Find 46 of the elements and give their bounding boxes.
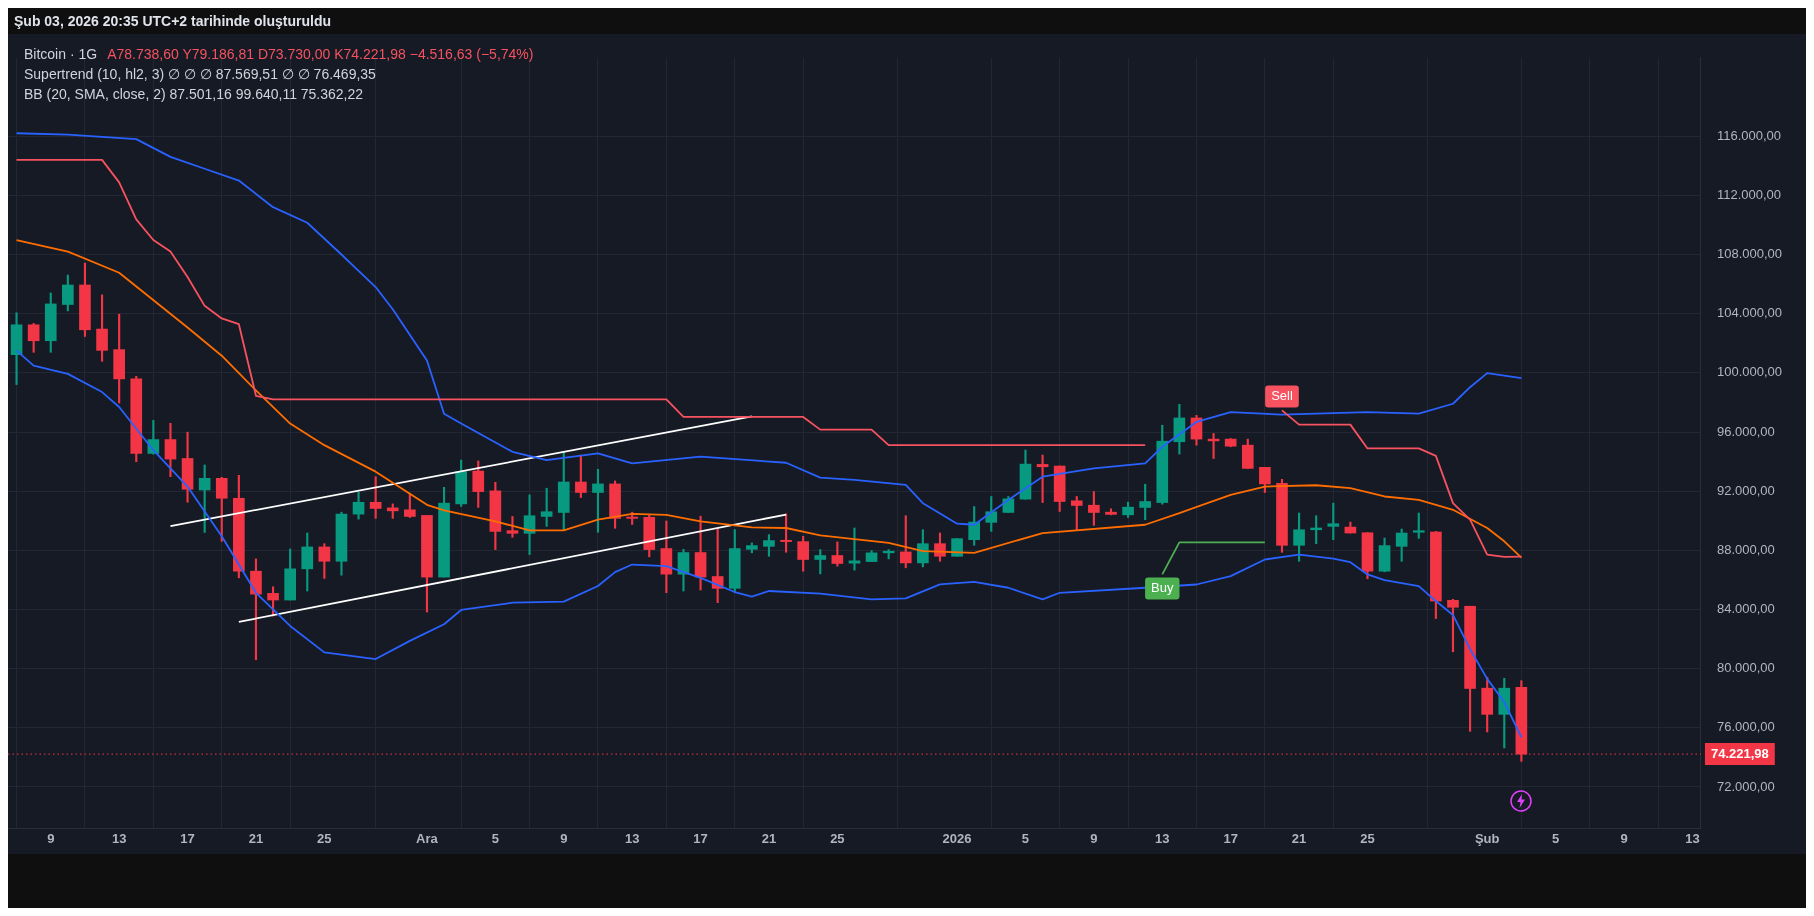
- y-tick-label: 112.000,00: [1716, 186, 1782, 202]
- y-tick-label: 72.000,00: [1716, 778, 1775, 794]
- annotation: Buy: [1151, 580, 1174, 596]
- x-tick-label: 17: [180, 830, 195, 846]
- y-tick-label: 84.000,00: [1716, 601, 1775, 617]
- x-tick-label: 25: [1360, 830, 1375, 846]
- x-tick-label: 21: [1291, 830, 1307, 846]
- y-tick-label: 88.000,00: [1716, 541, 1775, 557]
- annotation: A78.738,60 Y79.186,81 D73.730,00 K74.221,98 −4.516,63 (−5,74%): [107, 46, 534, 62]
- x-tick-label: 9: [47, 830, 55, 846]
- annotation: BB (20, SMA, close, 2) 87.501,16 99.640,11 75.362,22: [24, 85, 365, 104]
- y-tick-label: 100.000,00: [1716, 364, 1783, 380]
- y-tick-label: 96.000,00: [1716, 423, 1775, 439]
- chart-subtitle: Şub 03, 2026 20:35 UTC+2 tarihinde oluşturuldu: [13, 12, 333, 31]
- y-tick-label: 116.000,00: [1716, 127, 1782, 143]
- candlestick: [506, 516, 519, 538]
- x-tick-label: 5: [1021, 830, 1030, 846]
- ref-line-label: 74.221,98: [1710, 745, 1769, 761]
- y-tick-label: 104.000,00: [1716, 305, 1783, 321]
- x-tick-label: 13: [1155, 830, 1170, 846]
- x-tick-label: 9: [1620, 830, 1628, 846]
- annotation: Supertrend (10, hl2, 3) ∅ ∅ ∅ 87.569,51 ∅ ∅ 76.469,35: [24, 65, 377, 84]
- y-tick-label: 80.000,00: [1716, 660, 1775, 676]
- candlestick: [1036, 454, 1049, 503]
- x-tick-label: Ara: [416, 830, 439, 846]
- x-tick-label: 17: [1223, 830, 1238, 846]
- y-tick-label: 76.000,00: [1716, 719, 1775, 735]
- x-tick-label: 21: [248, 830, 264, 846]
- x-tick-label: 5: [491, 830, 499, 846]
- chart-title: Bitcoin · 1G: [24, 46, 98, 62]
- candlestick: [848, 527, 861, 571]
- x-tick-label: 25: [317, 830, 332, 846]
- x-tick-label: 21: [761, 830, 777, 846]
- annotation: Sell: [1271, 387, 1293, 403]
- x-tick-label: 25: [830, 830, 845, 846]
- x-tick-label: 5: [1551, 830, 1560, 846]
- y-tick-label: 92.000,00: [1716, 482, 1775, 498]
- y-tick-label: 108.000,00: [1716, 246, 1783, 262]
- x-tick-label: 13: [624, 830, 640, 846]
- x-tick-label: 13: [1685, 830, 1700, 846]
- x-tick-label: 9: [1090, 830, 1098, 846]
- x-tick-label: 2026: [942, 830, 972, 846]
- x-tick-label: 9: [560, 830, 568, 846]
- x-tick-label: 13: [111, 830, 127, 846]
- x-tick-label: Şub: [1474, 830, 1500, 846]
- x-tick-label: 17: [693, 830, 708, 846]
